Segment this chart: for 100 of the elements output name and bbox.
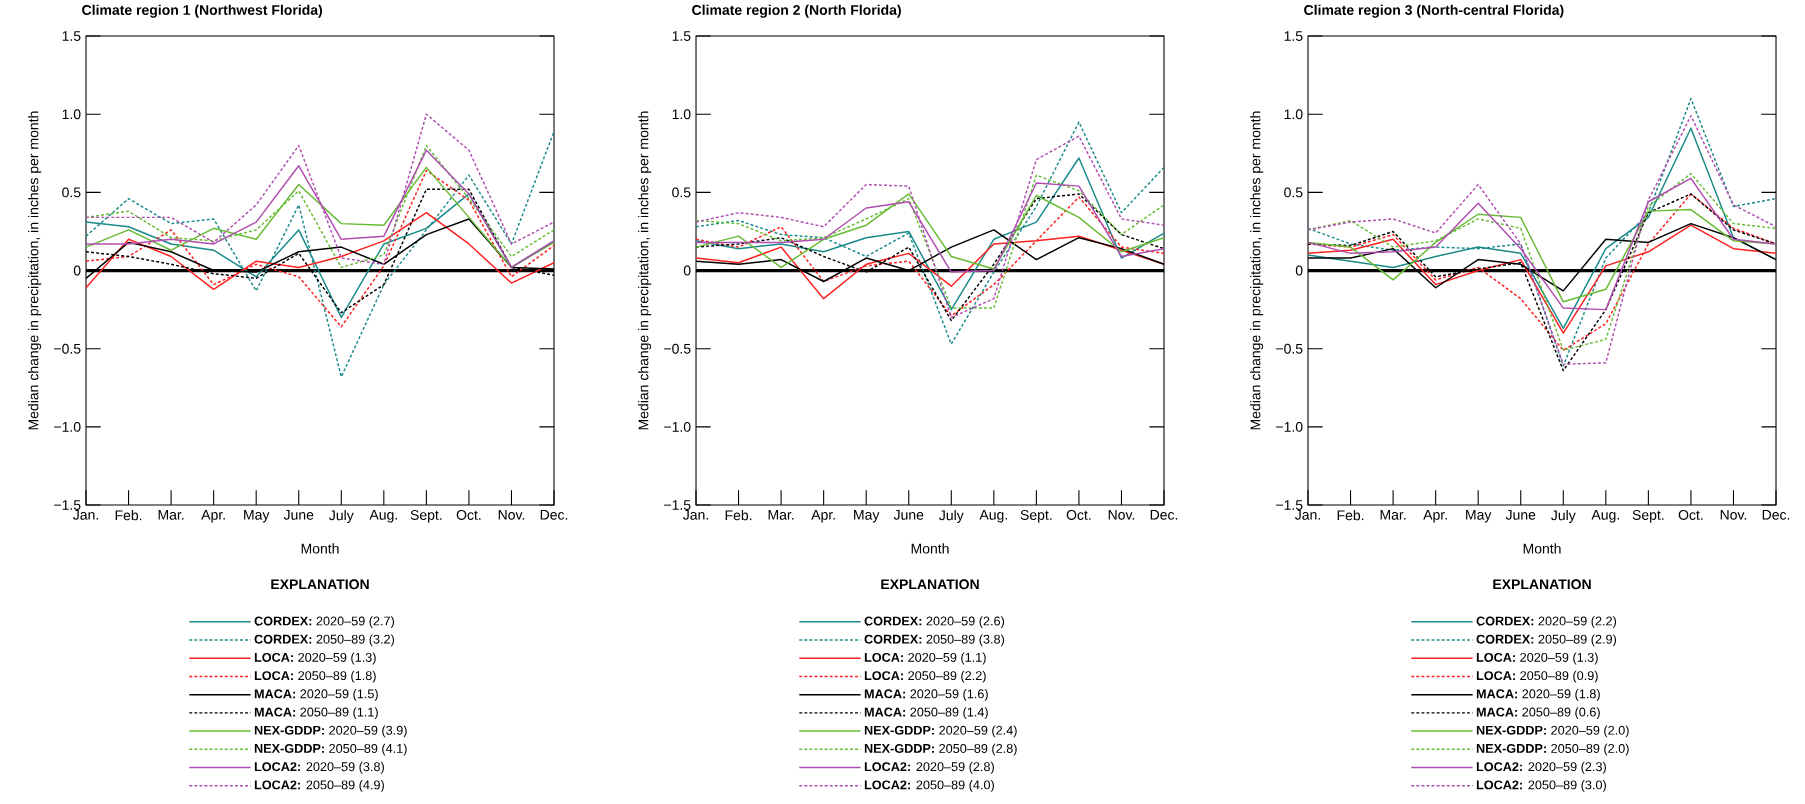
line-series: [85, 130, 555, 378]
x-tick-label: Sept.: [1020, 509, 1052, 523]
x-tick-label: Aug.: [979, 509, 1007, 523]
legend-title: EXPLANATION: [1493, 579, 1591, 590]
x-tick-label: Aug.: [1591, 509, 1619, 523]
x-tick-label: Feb.: [115, 509, 142, 521]
x-tick-label: June: [893, 509, 924, 520]
legend-label: MACA: 2050–89 (1.1): [254, 707, 378, 719]
x-tick-label: Jan.: [72, 509, 98, 520]
line-series: [695, 135, 1165, 319]
legend-label: LOCA: 2020–59 (1.1): [864, 652, 986, 665]
legend-label: LOCA2: 2020–59 (3.8): [254, 761, 384, 774]
legend-label: CORDEX: 2050–89 (2.9): [1476, 634, 1617, 647]
y-tick-label: −1.5: [54, 500, 81, 510]
x-tick-label: Dec.: [1150, 509, 1178, 520]
legend-label: MACA: 2020–59 (1.6): [864, 688, 988, 701]
y-tick-label: 0.5: [672, 187, 691, 198]
y-tick-label: 0: [1295, 265, 1303, 276]
x-axis-title: Month: [1523, 543, 1561, 554]
legend-label: MACA: 2050–89 (0.6): [1476, 707, 1600, 719]
x-tick-label: Sept.: [1632, 509, 1664, 523]
legend-title: EXPLANATION: [271, 579, 369, 590]
line-series: [695, 121, 1165, 345]
x-tick-label: Apr.: [201, 509, 225, 523]
chart-title: Climate region 2 (North Florida): [692, 4, 901, 18]
x-tick-label: Jan.: [1294, 509, 1320, 520]
x-tick-label: Dec.: [1762, 509, 1790, 520]
legend-label: MACA: 2020–59 (1.8): [1476, 688, 1600, 701]
y-axis-title: Median change in precipitation, in inches per month: [1250, 111, 1264, 430]
x-tick-label: Mar.: [1380, 509, 1406, 520]
y-tick-label: 0.5: [62, 187, 81, 198]
legend-label: NEX-GDDP: 2050–89 (2.8): [864, 743, 1017, 756]
line-series: [85, 169, 555, 328]
y-tick-label: 1.5: [672, 31, 691, 41]
x-tick-label: May: [1466, 509, 1492, 523]
x-axis-title: Month: [301, 543, 339, 554]
legend-label: LOCA2: 2050–89 (4.9): [254, 780, 384, 792]
y-tick-label: 0: [73, 265, 81, 276]
x-tick-label: July: [1551, 509, 1576, 524]
legend-label: LOCA: 2050–89 (0.9): [1476, 670, 1598, 683]
x-tick-label: July: [939, 509, 964, 524]
x-tick-label: Nov.: [498, 509, 525, 520]
x-tick-label: Nov.: [1108, 509, 1135, 520]
x-tick-label: Apr.: [1423, 509, 1447, 523]
y-axis-title: Median change in precipitation, in inches per month: [28, 111, 42, 430]
x-tick-label: June: [283, 509, 314, 520]
x-tick-label: Oct.: [1678, 509, 1703, 520]
y-tick-label: −1.5: [664, 500, 691, 510]
x-tick-label: May: [854, 509, 880, 523]
legend-title: EXPLANATION: [881, 579, 979, 590]
y-tick-label: 1.5: [1284, 31, 1303, 41]
legend-label: NEX-GDDP: 2020–59 (2.0): [1476, 725, 1629, 738]
chart-title: Climate region 1 (Northwest Florida): [82, 4, 323, 18]
x-tick-label: Mar.: [158, 509, 184, 520]
y-tick-label: 1.0: [62, 109, 81, 120]
legend-label: MACA: 2020–59 (1.5): [254, 688, 378, 701]
legend-label: LOCA2: 2050–89 (3.0): [1476, 780, 1606, 792]
x-tick-label: Oct.: [456, 509, 481, 520]
legend-label: LOCA2: 2020–59 (2.3): [1476, 761, 1606, 774]
legend-label: NEX-GDDP: 2020–59 (3.9): [254, 725, 407, 738]
y-tick-label: −1.0: [54, 421, 81, 432]
legend-label: LOCA2: 2050–89 (4.0): [864, 780, 994, 792]
x-tick-label: June: [1505, 509, 1536, 520]
legend-label: LOCA2: 2020–59 (2.8): [864, 761, 994, 774]
x-tick-label: Sept.: [410, 509, 442, 523]
legend-label: LOCA: 2050–89 (2.2): [864, 670, 986, 683]
y-tick-label: −0.5: [664, 343, 691, 354]
x-tick-label: Mar.: [768, 509, 794, 520]
legend-label: CORDEX: 2050–89 (3.8): [864, 634, 1005, 647]
y-tick-label: −0.5: [1276, 343, 1303, 354]
chart-title: Climate region 3 (North-central Florida): [1304, 4, 1564, 18]
x-tick-label: Feb.: [1337, 509, 1364, 521]
legend-label: CORDEX: 2020–59 (2.7): [254, 616, 395, 628]
x-tick-label: Dec.: [540, 509, 568, 520]
y-tick-label: 1.0: [672, 109, 691, 120]
y-tick-label: −1.5: [1276, 500, 1303, 510]
legend-label: LOCA: 2050–89 (1.8): [254, 670, 376, 683]
legend-label: LOCA: 2020–59 (1.3): [254, 652, 376, 665]
legend-label: CORDEX: 2020–59 (2.2): [1476, 616, 1617, 628]
legend-label: LOCA: 2020–59 (1.3): [1476, 652, 1598, 665]
legend-label: MACA: 2050–89 (1.4): [864, 707, 988, 719]
legend-label: CORDEX: 2020–59 (2.6): [864, 616, 1005, 628]
y-tick-label: −1.0: [1276, 421, 1303, 432]
legend-label: NEX-GDDP: 2050–89 (2.0): [1476, 743, 1629, 756]
y-tick-label: −0.5: [54, 343, 81, 354]
legend-label: NEX-GDDP: 2050–89 (4.1): [254, 743, 407, 756]
x-tick-label: Apr.: [811, 509, 835, 523]
legend-label: CORDEX: 2050–89 (3.2): [254, 634, 395, 647]
y-tick-label: 1.5: [62, 31, 81, 41]
y-tick-label: −1.0: [664, 421, 691, 432]
x-tick-label: Aug.: [369, 509, 397, 523]
legend-label: NEX-GDDP: 2020–59 (2.4): [864, 725, 1017, 738]
x-tick-label: Jan.: [682, 509, 708, 520]
y-tick-label: 0: [683, 265, 691, 276]
x-tick-label: May: [244, 509, 270, 523]
x-tick-label: Oct.: [1066, 509, 1091, 520]
x-tick-label: Nov.: [1720, 509, 1747, 520]
x-tick-label: Feb.: [725, 509, 752, 521]
y-tick-label: 0.5: [1284, 187, 1303, 198]
x-tick-label: July: [329, 509, 354, 524]
